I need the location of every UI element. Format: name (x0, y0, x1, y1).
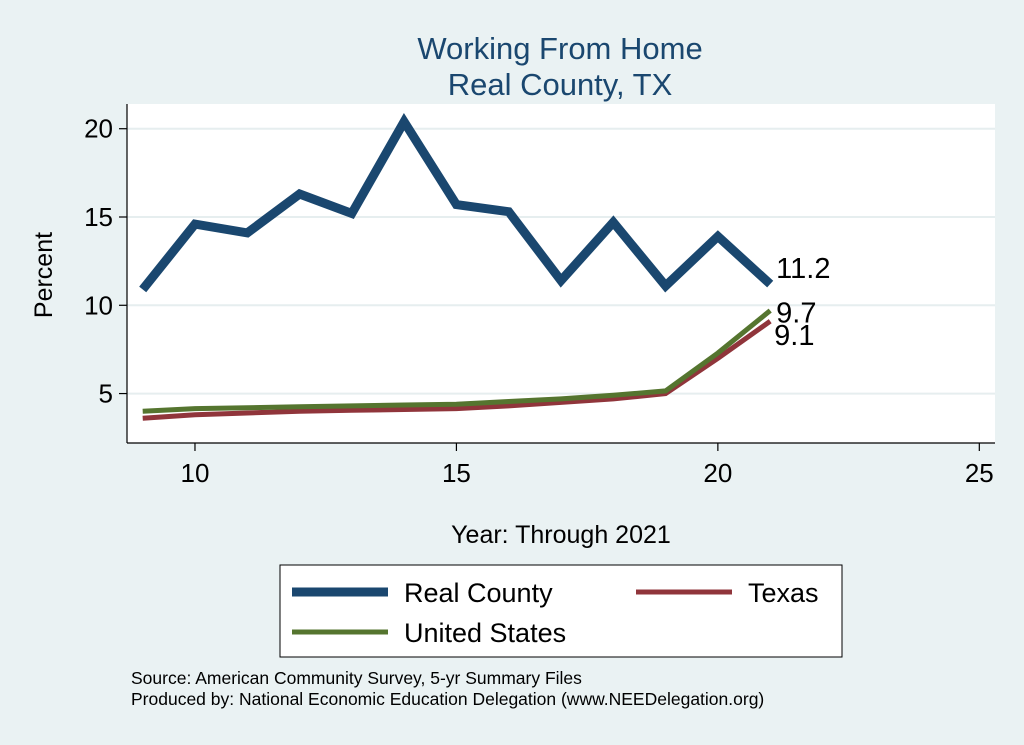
y-axis-ticks: 5 10 15 20 (84, 114, 127, 409)
chart-footer: Source: American Community Survey, 5-yr … (131, 668, 764, 710)
series-line-real-county (139, 112, 774, 293)
end-label-united-states: 9.7 (776, 298, 816, 330)
legend: Real County Texas United States (279, 564, 843, 658)
legend-box (279, 564, 843, 658)
chart-subtitle: Real County, TX (448, 67, 673, 102)
producer-note: Produced by: National Economic Education… (131, 689, 765, 709)
y-axis-label: Percent (30, 232, 58, 318)
series-line-united-states (142, 308, 772, 414)
y-tick-label: 5 (99, 379, 113, 409)
x-tick-label: 15 (442, 458, 471, 488)
x-tick-label: 25 (965, 458, 994, 488)
x-tick-label: 10 (181, 458, 210, 488)
end-label-real-county: 11.2 (776, 253, 830, 285)
y-tick-label: 20 (84, 114, 113, 144)
legend-label-real-county: Real County (404, 578, 553, 608)
source-note: Source: American Community Survey, 5-yr … (131, 668, 582, 688)
y-tick-label: 10 (84, 290, 113, 320)
x-axis-ticks: 10 15 20 25 (181, 443, 994, 488)
x-tick-label: 20 (703, 458, 732, 488)
end-label-texas: 9.1 (774, 320, 814, 352)
end-labels: 11.2 9.19.7 (774, 253, 830, 352)
legend-label-united-states: United States (404, 618, 566, 648)
series-lines (139, 112, 774, 421)
y-tick-label: 15 (84, 202, 113, 232)
series-line-texas (142, 319, 772, 421)
chart-title: Working From Home (417, 31, 702, 66)
legend-label-texas: Texas (748, 578, 819, 608)
x-axis-label: Year: Through 2021 (451, 521, 671, 549)
